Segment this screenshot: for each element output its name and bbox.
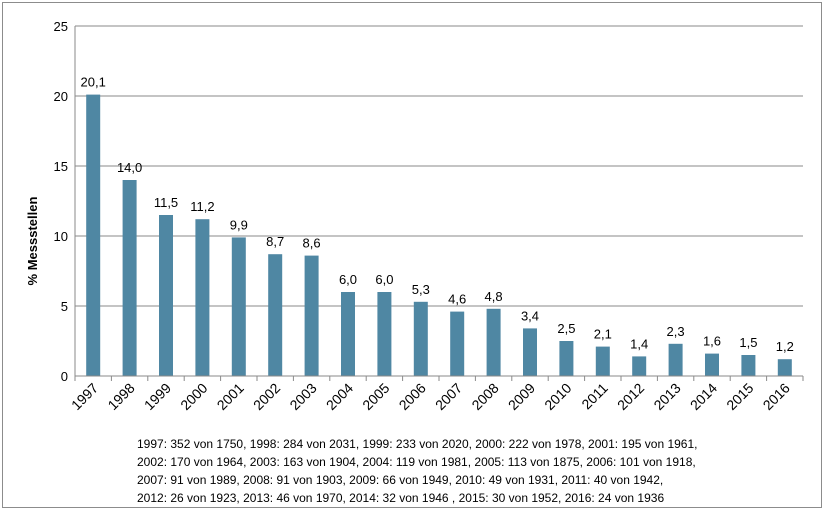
x-tick-label: 2013 [650,380,683,413]
bar [122,180,137,376]
x-tick-label: 2009 [505,380,538,413]
y-tick-label: 20 [54,89,68,104]
x-tick-label: 1999 [141,380,174,413]
bar [595,346,610,376]
data-label: 1,4 [630,336,648,351]
y-tick-label: 0 [61,369,68,384]
data-label: 2,3 [667,324,685,339]
footnote-line: 2012: 26 von 1923, 2013: 46 von 1970, 20… [137,491,665,505]
y-tick-label: 15 [54,159,68,174]
bar [304,255,319,376]
y-tick-label: 10 [54,229,68,244]
x-tick-label: 2012 [614,380,647,413]
data-label: 8,7 [266,234,284,249]
data-label: 20,1 [81,75,106,90]
x-tick-label: 2014 [687,380,720,413]
bar [777,359,792,376]
x-tick-label: 2007 [432,380,465,413]
data-label: 5,3 [412,282,430,297]
bar [705,353,719,376]
y-axis-ticks: 0 5 10 15 20 25 [54,19,68,384]
y-axis-label: % Messstellen [25,197,40,286]
data-label: 11,5 [154,195,178,210]
data-label: 1,6 [703,334,721,349]
data-label: 14,0 [117,160,142,175]
x-tick-label: 2005 [359,380,392,413]
bar [159,215,173,376]
bar [486,308,501,376]
bar [377,292,392,376]
y-tick-label: 25 [54,19,68,34]
x-tick-label: 2003 [286,380,319,413]
x-tick-label: 2011 [578,380,611,413]
data-label: 4,6 [448,292,466,307]
data-label: 11,2 [190,199,214,214]
bar [450,311,465,376]
data-label: 3,4 [521,308,539,323]
x-tick-label: 2008 [468,380,501,413]
bars [86,94,792,376]
bar [86,94,101,376]
x-tick-label: 2002 [250,380,283,413]
footnote: 1997: 352 von 1750, 1998: 284 von 2031, … [137,435,817,507]
gridlines [75,25,803,307]
data-label: 2,1 [594,327,612,342]
footnote-line: 2002: 170 von 1964, 2003: 163 von 1904, … [137,455,696,469]
x-tick-label: 2016 [760,380,793,413]
x-tick-label: 1998 [104,380,137,413]
footnote-line: 2007: 91 von 1989, 2008: 91 von 1903, 20… [137,473,664,487]
x-tick-label: 1997 [68,380,101,413]
bar [632,356,647,376]
footnote-line: 1997: 352 von 1750, 1998: 284 von 2031, … [137,437,698,451]
bar-chart: 20,1 14,0 11,5 11,2 9,9 8,7 8,6 6,0 6,0 5,3 4,6 4,8… [25,19,804,413]
x-tick-label: 2001 [214,380,247,413]
y-tick-label: 5 [61,299,68,314]
data-label: 6,0 [339,272,357,287]
data-label: 1,5 [739,335,757,350]
data-label: 2,5 [557,321,575,336]
bar [268,254,283,376]
x-tick-label: 2010 [541,380,574,413]
data-label: 8,6 [303,236,321,251]
x-tick-label: 2000 [177,380,210,413]
data-labels: 20,1 14,0 11,5 11,2 9,9 8,7 8,6 6,0 6,0 5,3 4,6 4,8… [81,75,794,355]
data-label: 9,9 [230,217,248,232]
bar [523,328,537,376]
bar [231,237,246,376]
bar [741,355,756,376]
bar [668,343,683,376]
data-label: 4,8 [485,289,503,304]
data-label: 1,2 [776,339,794,354]
x-tick-label: 2006 [396,380,429,413]
bar [413,301,428,376]
data-label: 6,0 [375,272,393,287]
x-tick-label: 2015 [723,380,756,413]
x-axis-ticks: 1997 1998 1999 2000 2001 2002 2003 2004 2005 2006… [68,376,804,413]
bar [559,341,574,376]
bar [195,219,210,376]
bar [341,292,355,376]
x-tick-label: 2004 [323,380,356,413]
